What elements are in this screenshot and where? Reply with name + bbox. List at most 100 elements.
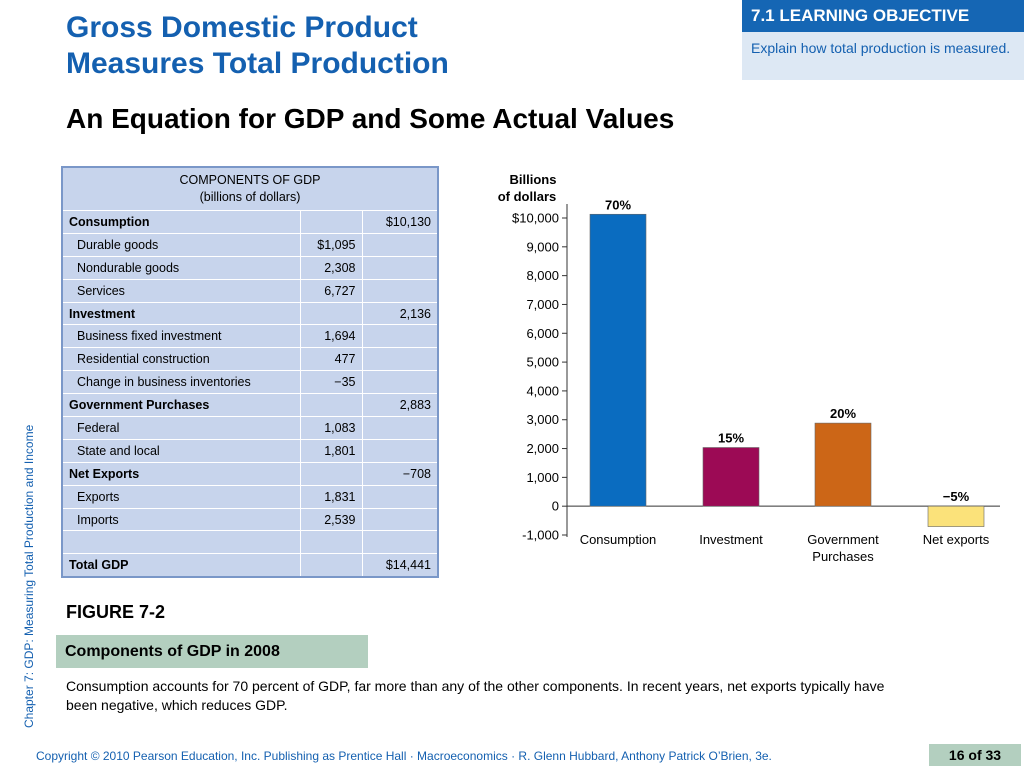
row-subvalue: [299, 301, 363, 326]
table-title-line2: (billions of dollars): [199, 190, 301, 204]
row-total: [361, 416, 439, 440]
chapter-side-label: Chapter 7: GDP: Measuring Total Producti…: [22, 424, 36, 728]
table-title-line1: COMPONENTS OF GDP: [179, 173, 321, 187]
figure-caption: Components of GDP in 2008: [56, 635, 368, 668]
y-tick-label: 8,000: [526, 268, 559, 283]
row-subvalue: 477: [299, 347, 363, 372]
y-tick-label: 1,000: [526, 470, 559, 485]
y-tick-label: 7,000: [526, 297, 559, 312]
y-axis-label-line2: of dollars: [498, 189, 557, 204]
y-tick-label: 2,000: [526, 441, 559, 456]
row-label: Federal: [61, 416, 301, 440]
y-tick-label: 4,000: [526, 383, 559, 398]
row-subvalue: 6,727: [299, 278, 363, 303]
page-of: of: [968, 747, 982, 763]
row-label: Investment: [61, 301, 301, 326]
table-row: Exports 1,831: [61, 484, 439, 509]
row-label: Residential construction: [61, 347, 301, 372]
copyright-footer: Copyright © 2010 Pearson Education, Inc.…: [36, 749, 772, 763]
table-row: Consumption $10,130: [61, 210, 439, 234]
y-tick-label: 9,000: [526, 239, 559, 254]
row-subvalue: [299, 530, 363, 555]
row-label: Government Purchases: [61, 393, 301, 418]
y-tick-label: 6,000: [526, 326, 559, 341]
table-row: Nondurable goods 2,308: [61, 255, 439, 280]
row-total: [361, 347, 439, 372]
y-tick-label: 0: [552, 499, 559, 514]
gdp-components-table-wrap: COMPONENTS OF GDP (billions of dollars) …: [61, 166, 439, 579]
row-label: Durable goods: [61, 232, 301, 257]
y-tick-label: 3,000: [526, 412, 559, 427]
row-label: Services: [61, 278, 301, 303]
row-subvalue: 2,308: [299, 255, 363, 280]
page-counter: 16 of 33: [929, 744, 1021, 766]
row-total: 2,883: [361, 393, 439, 418]
row-subvalue: [299, 210, 363, 234]
bar-government-purchases: [814, 422, 872, 507]
table-title: COMPONENTS OF GDP (billions of dollars): [61, 166, 439, 211]
table-row: Services 6,727: [61, 278, 439, 303]
bar-data-label: −5%: [943, 489, 970, 504]
row-total: $10,130: [361, 210, 439, 234]
bar-net-exports: [927, 505, 985, 527]
row-total: [361, 324, 439, 349]
row-label: State and local: [61, 438, 301, 463]
x-category-label: Government: [807, 532, 879, 547]
table-row: State and local 1,801: [61, 438, 439, 463]
row-total: [361, 484, 439, 509]
row-label: Exports: [61, 484, 301, 509]
row-subvalue: 1,083: [299, 416, 363, 440]
row-total: [361, 438, 439, 463]
row-subvalue: [299, 393, 363, 418]
table-row: Imports 2,539: [61, 507, 439, 532]
row-subvalue: 1,694: [299, 324, 363, 349]
row-subvalue: 1,801: [299, 438, 363, 463]
table-row: Total GDP $14,441: [61, 553, 439, 578]
row-total: [361, 370, 439, 395]
row-total: [361, 232, 439, 257]
learning-objective-box: 7.1 LEARNING OBJECTIVE Explain how total…: [742, 0, 1024, 80]
row-subvalue: −35: [299, 370, 363, 395]
table-row: Residential construction 477: [61, 347, 439, 372]
gdp-components-table: COMPONENTS OF GDP (billions of dollars) …: [61, 166, 439, 579]
table-row: Federal 1,083: [61, 416, 439, 440]
table-row: Government Purchases 2,883: [61, 393, 439, 418]
row-label: Consumption: [61, 210, 301, 234]
slide-subtitle: An Equation for GDP and Some Actual Valu…: [66, 103, 675, 134]
row-total: −708: [361, 461, 439, 486]
row-subvalue: 2,539: [299, 507, 363, 532]
bar-consumption: [589, 213, 647, 507]
learning-objective-text: Explain how total production is measured…: [751, 40, 1011, 56]
row-total: [361, 278, 439, 303]
y-tick-label: $10,000: [512, 211, 559, 226]
row-subvalue: $1,095: [299, 232, 363, 257]
row-label: Total GDP: [61, 553, 301, 578]
row-subvalue: [299, 461, 363, 486]
bar-data-label: 70%: [605, 197, 631, 212]
bar-investment: [702, 447, 760, 507]
x-category-label: Consumption: [580, 532, 657, 547]
row-total: [361, 530, 439, 555]
figure-label: FIGURE 7-2: [66, 602, 166, 622]
table-header-row: COMPONENTS OF GDP (billions of dollars): [61, 166, 439, 211]
table-body: Consumption $10,130 Durable goods $1,095 Non…: [61, 210, 439, 578]
slide-title-line2: Measures Total Production: [66, 47, 449, 80]
y-tick-label: -1,000: [522, 528, 559, 543]
table-row: Change in business inventories −35: [61, 370, 439, 395]
row-label: Business fixed investment: [61, 324, 301, 349]
table-row: Business fixed investment 1,694: [61, 324, 439, 349]
table-row: [61, 530, 439, 555]
page-total: 33: [985, 747, 1002, 763]
row-label: Change in business inventories: [61, 370, 301, 395]
learning-objective-heading: 7.1 LEARNING OBJECTIVE: [742, 0, 1024, 32]
row-total: [361, 255, 439, 280]
x-category-label: Purchases: [812, 549, 874, 564]
y-tick-label: 5,000: [526, 355, 559, 370]
row-total: $14,441: [361, 553, 439, 578]
slide-title-line1: Gross Domestic Product: [66, 11, 418, 44]
table-row: Investment 2,136: [61, 301, 439, 326]
row-label: Imports: [61, 507, 301, 532]
gdp-bar-chart: Billions of dollars -1,000 0 1,000 2,000 3,000…: [498, 172, 1000, 564]
bar-data-label: 15%: [718, 431, 744, 446]
row-label: Net Exports: [61, 461, 301, 486]
